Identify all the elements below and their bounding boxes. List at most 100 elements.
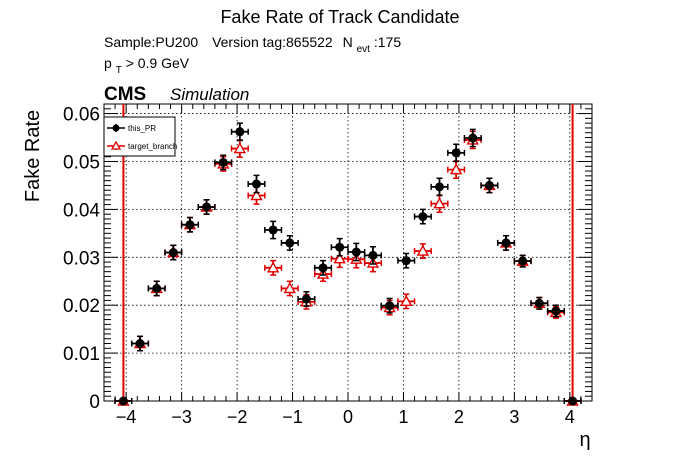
point-marker (285, 238, 295, 248)
data-point (413, 243, 432, 259)
pt-label: p (104, 55, 112, 71)
chart-title: Fake Rate of Track Candidate (220, 7, 459, 27)
sample-label: Sample:PU200 (104, 34, 198, 50)
data-point (563, 396, 582, 406)
y-axis-label: Fake Rate (22, 110, 44, 202)
nevt-subscript: evt (357, 44, 371, 55)
data-point (197, 199, 216, 215)
info-line-2: p T > 0.9 GeV (104, 55, 190, 76)
point-marker (218, 157, 228, 167)
x-tick-label: 1 (398, 407, 408, 427)
legend-entry-this-pr: this_PR (107, 124, 156, 133)
x-tick-label: 0 (343, 407, 353, 427)
x-tick-label: −4 (116, 407, 137, 427)
data-point (280, 280, 299, 297)
point-marker (202, 202, 212, 212)
point-marker (268, 225, 278, 235)
data-point (330, 249, 349, 269)
x-tick-label: 2 (454, 407, 464, 427)
data-point (430, 194, 449, 214)
point-marker (283, 281, 296, 294)
point-marker (368, 250, 378, 260)
series-this-PR (114, 122, 582, 406)
point-marker (551, 306, 561, 316)
data-point (363, 246, 383, 265)
point-marker (250, 189, 263, 201)
data-point (247, 186, 266, 205)
point-marker (518, 256, 528, 266)
data-point (264, 220, 283, 240)
point-marker (484, 180, 494, 190)
nevt-label: N (343, 34, 353, 50)
legend-entry-target-branch: target_branch (107, 140, 177, 151)
data-point (447, 160, 466, 179)
point-marker (185, 220, 195, 230)
pt-subscript: T (116, 65, 122, 76)
data-point (180, 216, 200, 233)
legend-marker-target-branch (110, 140, 122, 150)
point-marker (118, 396, 128, 406)
data-point (247, 174, 266, 194)
data-point (297, 291, 316, 307)
legend-label-this-pr: this_PR (128, 124, 156, 133)
point-marker (335, 242, 345, 252)
data-point (397, 252, 416, 269)
data-point (463, 128, 482, 148)
data-point (130, 335, 150, 352)
point-marker (449, 163, 463, 175)
point-marker (433, 197, 446, 209)
x-tick-label: −3 (171, 407, 192, 427)
legend-marker-this-pr (112, 124, 120, 132)
point-marker (468, 133, 478, 143)
point-marker (501, 238, 511, 248)
info-line-1: Sample:PU200 Version tag:865522 N evt :1… (104, 34, 401, 55)
cms-sublabel: Simulation (170, 85, 249, 104)
data-point (513, 254, 532, 268)
point-marker (333, 252, 346, 264)
data-point (230, 122, 249, 142)
data-point (280, 234, 299, 251)
data-point (330, 237, 349, 257)
y-tick-label: 0 (89, 392, 100, 413)
data-point (214, 154, 233, 171)
data-point (147, 280, 166, 297)
point-marker (418, 212, 428, 222)
x-tick-label: 4 (565, 407, 575, 427)
data-point (264, 259, 283, 276)
point-marker (385, 301, 395, 311)
nevt-value: :175 (374, 34, 401, 50)
y-tick-label: 0.04 (63, 200, 100, 221)
data-point (347, 242, 366, 262)
pt-cut: > 0.9 GeV (126, 55, 190, 71)
data-point (313, 259, 333, 276)
point-marker (252, 179, 261, 189)
data-point (164, 244, 183, 261)
point-marker (301, 294, 311, 304)
data-point (447, 143, 466, 163)
x-axis-label: η (579, 429, 590, 451)
data-point (480, 177, 499, 194)
point-marker (266, 261, 280, 273)
point-marker (135, 339, 145, 349)
x-tick-label: −1 (282, 407, 303, 427)
legend: this_PR target_branch (103, 116, 177, 157)
y-tick-label: 0.02 (63, 296, 100, 317)
x-tick-label: 3 (509, 407, 519, 427)
data-point (114, 396, 133, 406)
version-tag-label: Version tag:865522 (212, 34, 333, 50)
point-marker (235, 127, 245, 137)
data-point (413, 208, 432, 225)
point-marker (400, 294, 413, 307)
data-point (430, 177, 449, 197)
point-marker (351, 247, 361, 257)
cms-label: CMS (104, 84, 146, 105)
y-tick-label: 0.01 (63, 344, 100, 365)
point-marker (416, 244, 430, 256)
point-marker (451, 148, 461, 158)
point-marker (152, 283, 162, 293)
data-point (230, 139, 249, 158)
data-series (114, 122, 582, 406)
data-point (530, 296, 549, 310)
point-marker (435, 182, 444, 192)
